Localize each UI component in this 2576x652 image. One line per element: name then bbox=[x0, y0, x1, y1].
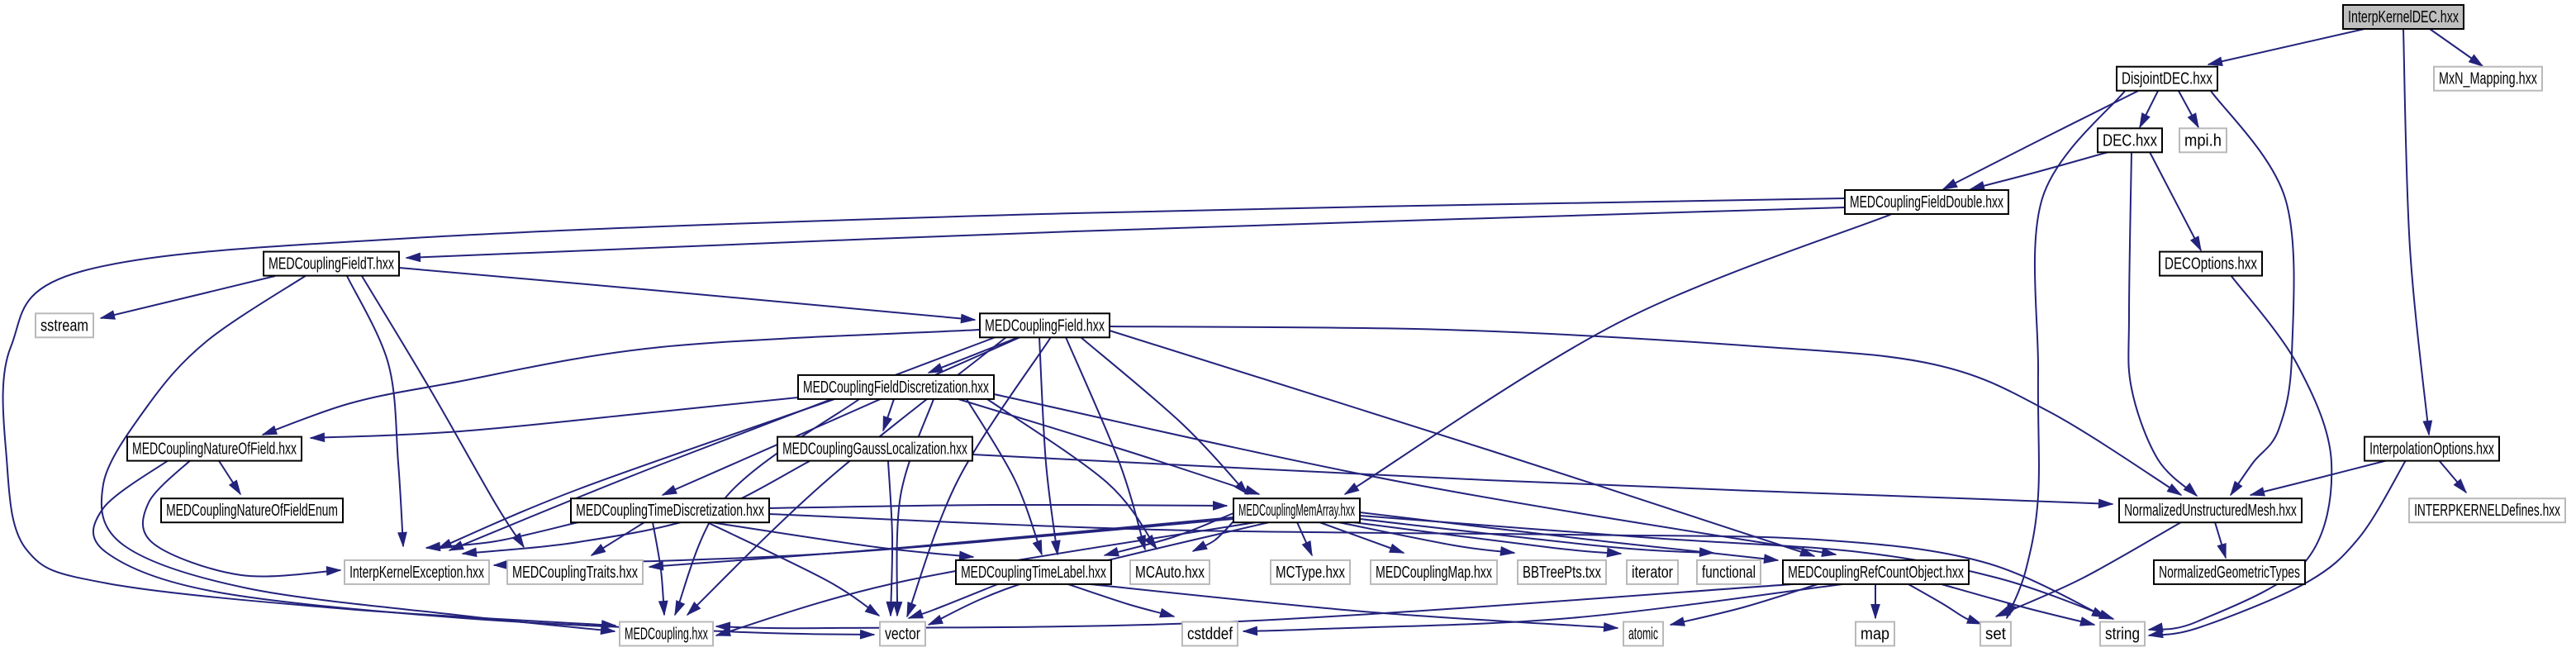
svg-text:sstream: sstream bbox=[40, 316, 88, 335]
svg-text:MxN_Mapping.hxx: MxN_Mapping.hxx bbox=[2439, 69, 2537, 88]
svg-text:NormalizedUnstructuredMesh.hxx: NormalizedUnstructuredMesh.hxx bbox=[2124, 501, 2297, 520]
svg-text:BBTreePts.txx: BBTreePts.txx bbox=[1523, 563, 1601, 582]
svg-text:MEDCouplingRefCountObject.hxx: MEDCouplingRefCountObject.hxx bbox=[1788, 562, 1964, 581]
svg-text:MCAuto.hxx: MCAuto.hxx bbox=[1135, 563, 1205, 581]
svg-text:MEDCouplingTimeDiscretization.: MEDCouplingTimeDiscretization.hxx bbox=[576, 501, 764, 520]
svg-text:MEDCouplingMemArray.hxx: MEDCouplingMemArray.hxx bbox=[1238, 502, 1355, 520]
svg-text:set: set bbox=[1985, 625, 2007, 644]
svg-text:map: map bbox=[1861, 626, 1889, 644]
svg-text:MEDCouplingFieldT.hxx: MEDCouplingFieldT.hxx bbox=[269, 254, 394, 273]
svg-text:iterator: iterator bbox=[1632, 563, 1673, 581]
svg-text:MEDCouplingTimeLabel.hxx: MEDCouplingTimeLabel.hxx bbox=[961, 562, 1106, 581]
svg-text:InterpKernelException.hxx: InterpKernelException.hxx bbox=[349, 562, 484, 581]
svg-text:INTERPKERNELDefines.hxx: INTERPKERNELDefines.hxx bbox=[2414, 501, 2560, 520]
svg-text:InterpolationOptions.hxx: InterpolationOptions.hxx bbox=[2369, 439, 2494, 458]
svg-text:MEDCouplingField.hxx: MEDCouplingField.hxx bbox=[985, 316, 1105, 335]
svg-text:NormalizedGeometricTypes: NormalizedGeometricTypes bbox=[2159, 562, 2300, 581]
svg-text:MEDCouplingGaussLocalization.h: MEDCouplingGaussLocalization.hxx bbox=[782, 439, 967, 458]
svg-text:MEDCouplingNatureOfField.hxx: MEDCouplingNatureOfField.hxx bbox=[132, 439, 297, 458]
svg-text:MEDCouplingNatureOfFieldEnum: MEDCouplingNatureOfFieldEnum bbox=[166, 501, 338, 520]
svg-text:MEDCoupling.hxx: MEDCoupling.hxx bbox=[625, 625, 708, 644]
svg-text:cstddef: cstddef bbox=[1187, 624, 1233, 643]
svg-text:InterpKernelDEC.hxx: InterpKernelDEC.hxx bbox=[2348, 7, 2459, 26]
svg-text:functional: functional bbox=[1702, 563, 1756, 582]
svg-text:DEC.hxx: DEC.hxx bbox=[2103, 131, 2158, 150]
svg-text:DECOptions.hxx: DECOptions.hxx bbox=[2165, 255, 2257, 274]
svg-text:MCType.hxx: MCType.hxx bbox=[1276, 563, 1345, 582]
svg-text:string: string bbox=[2105, 624, 2140, 643]
svg-text:vector: vector bbox=[885, 625, 920, 643]
svg-text:MEDCouplingMap.hxx: MEDCouplingMap.hxx bbox=[1376, 562, 1492, 581]
svg-text:atomic: atomic bbox=[1628, 624, 1658, 643]
svg-text:DisjointDEC.hxx: DisjointDEC.hxx bbox=[2122, 69, 2212, 88]
svg-text:MEDCouplingFieldDiscretization: MEDCouplingFieldDiscretization.hxx bbox=[803, 377, 989, 396]
svg-text:mpi.h: mpi.h bbox=[2184, 132, 2222, 150]
svg-text:MEDCouplingFieldDouble.hxx: MEDCouplingFieldDouble.hxx bbox=[1850, 192, 2003, 211]
svg-text:MEDCouplingTraits.hxx: MEDCouplingTraits.hxx bbox=[512, 563, 638, 582]
